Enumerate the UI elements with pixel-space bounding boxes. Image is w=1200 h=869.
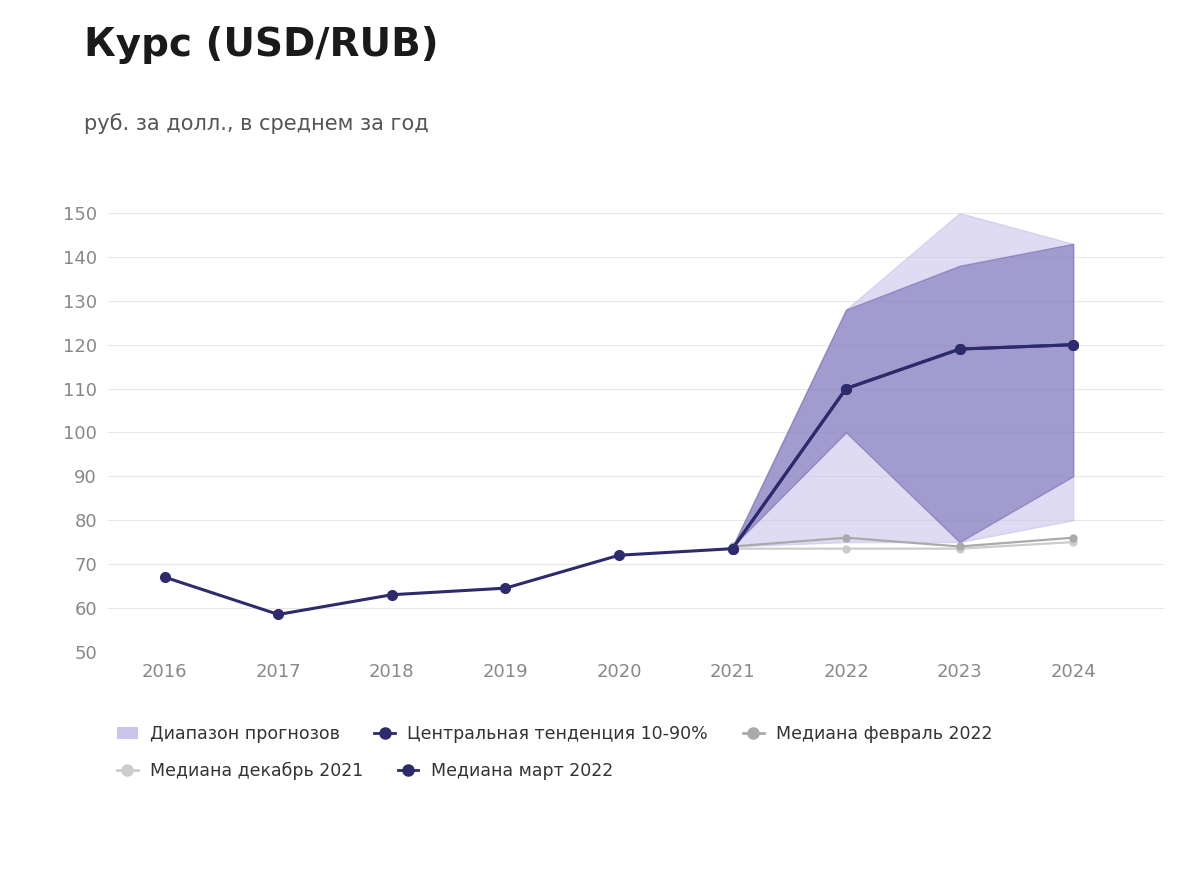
- Text: руб. за долл., в среднем за год: руб. за долл., в среднем за год: [84, 113, 428, 134]
- Text: Курс (USD/RUB): Курс (USD/RUB): [84, 26, 439, 64]
- Legend: Медиана декабрь 2021, Медиана март 2022: Медиана декабрь 2021, Медиана март 2022: [116, 762, 613, 780]
